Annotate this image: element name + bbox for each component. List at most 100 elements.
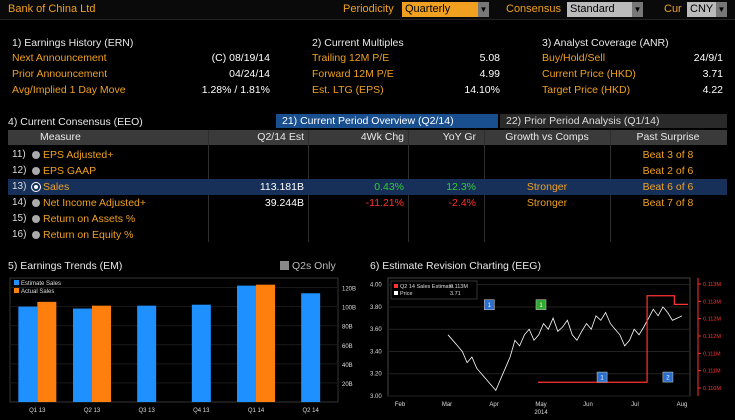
tab-prior-period[interactable]: 22) Prior Period Analysis (Q1/14) [500,114,727,128]
target-price-value: 4.22 [702,84,723,96]
col-growth[interactable]: Growth vs Comps [505,131,589,143]
radio-button[interactable] [32,167,40,175]
radio-button[interactable] [32,183,40,191]
est-ltg-label: Est. LTG (EPS) [312,84,384,96]
bar-estimate [301,293,321,402]
legend-estimate: Q2 14 Sales Estimate [400,284,453,290]
tab-current-period[interactable]: 21) Current Period Overview (Q2/14) [276,114,498,128]
event-marker [535,299,547,311]
periodicity-value: Quarterly [405,3,451,15]
trailing-pe-label: Trailing 12M P/E [312,52,390,64]
plot-area [9,277,339,403]
table-row[interactable]: 16) Return on Equity % [8,227,727,243]
measure-name: Sales [43,181,70,193]
bar-actual [92,305,111,402]
earnings-trends-title[interactable]: 5) Earnings Trends (EM) [8,260,123,272]
est-value: 113.181B [259,181,304,193]
table-row[interactable]: 13) Sales 113.181B 0.43% 12.3% Stronger Beat 6… [8,179,727,195]
surprise-value: Beat 3 of 8 [642,149,694,161]
radio-button[interactable] [32,215,40,223]
table-row[interactable]: 15) Return on Assets % [8,211,727,227]
radio-button[interactable] [32,199,40,207]
y-left-tick-label: 3.40 [370,349,382,355]
est-ltg-value: 14.10% [464,84,500,96]
current-multiples-title[interactable]: 2) Current Multiples [312,37,404,49]
event-marker [662,371,674,383]
consensus-label: Consensus [506,3,562,15]
measure-name: Net Income Adjusted+ [43,197,147,209]
chevron-down-icon[interactable]: ▼ [632,2,643,17]
col-surprise[interactable]: Past Surprise [636,131,700,143]
consensus-value: Standard [570,3,615,15]
x-tick-label: Q1 14 [248,408,265,414]
estimate-revision-chart: 3.00 3.20 3.40 3.60 3.80 4.00 0.110M 0.111M 0.11… [370,277,721,416]
legend-swatch-actual [14,288,19,293]
forward-pe-label: Forward 12M P/E [312,68,394,80]
currency-dropdown[interactable]: CNY ▼ [687,2,727,17]
table-row[interactable]: 14) Net Income Adjusted+ 39.244B -11.21% -2.… [8,195,727,211]
estimate-revision-title[interactable]: 6) Estimate Revision Charting (EEG) [370,260,541,272]
security-title: Bank of China Ltd [8,3,96,15]
event-marker [484,299,495,311]
periodicity-label: Periodicity [343,3,394,15]
bar-actual [256,284,275,402]
table-row[interactable]: 12) EPS GAAP Beat 2 of 6 [8,163,727,179]
current-price-value: 3.71 [702,68,723,80]
row-number: 11) [12,149,26,160]
next-announcement-value: (C) 08/19/14 [211,52,270,64]
chevron-down-icon[interactable]: ▼ [716,2,727,17]
analyst-coverage-title[interactable]: 3) Analyst Coverage (ANR) [542,37,669,49]
earnings-history-title[interactable]: 1) Earnings History (ERN) [12,37,134,49]
col-4wk[interactable]: 4Wk Chg [360,131,404,143]
x-tick-label: Apr [489,402,498,408]
y-right-tick-label: 0.111M [703,351,721,357]
yoy-value: -2.4% [448,197,476,209]
currency-value: CNY [690,3,714,15]
x-tick-label: Aug [677,402,688,408]
y-right-tick-label: 0.112M [703,334,721,340]
x-sub-label: 2014 [534,410,548,416]
y-tick-label: 80B [342,325,353,331]
y-left-tick-label: 3.80 [370,305,382,311]
bar-actual [37,301,57,402]
growth-value: Stronger [526,197,568,209]
periodicity-dropdown[interactable]: Quarterly ▼ [402,2,489,17]
event-marker [596,371,608,383]
legend-swatch-estimate [394,284,398,288]
price-line [447,306,683,392]
bar-estimate [18,306,38,402]
x-tick-label: Feb [395,402,406,408]
measure-name: EPS GAAP [43,165,97,177]
surprise-value: Beat 6 of 6 [642,181,694,193]
legend-price: Price [400,291,413,297]
col-measure[interactable]: Measure [40,131,81,143]
buy-hold-sell-label: Buy/Hold/Sell [542,52,606,64]
radio-button[interactable] [32,231,40,239]
next-announcement-label: Next Announcement [12,52,107,64]
current-consensus-title[interactable]: 4) Current Consensus (EEO) [8,116,143,128]
table-row[interactable]: 11) EPS Adjusted+ Beat 3 of 8 [8,147,727,163]
consensus-dropdown[interactable]: Standard ▼ [567,2,643,17]
col-est[interactable]: Q2/14 Est [257,131,304,143]
event-marker-label: 1 [600,376,604,382]
radio-button[interactable] [32,151,40,159]
currency-label: Cur [664,3,682,15]
chevron-down-icon[interactable]: ▼ [478,2,489,17]
col-yoy[interactable]: YoY Gr [442,131,476,143]
q2s-only-checkbox[interactable] [280,261,289,270]
x-tick-label: Q3 13 [138,408,155,414]
legend-estimate-value: 0.113M [450,284,468,290]
buy-hold-sell-value: 24/9/1 [693,52,723,64]
y-right-tick-label: 0.113M [703,282,721,288]
bar-estimate [237,285,256,402]
measure-name: Return on Assets % [43,213,136,225]
surprise-value: Beat 2 of 6 [642,165,694,177]
q2s-only-label: Q2s Only [292,260,336,272]
consensus-table-header: Measure Q2/14 Est 4Wk Chg YoY Gr Growth … [8,130,727,145]
event-marker-label: 1 [539,303,543,309]
bar-estimate [73,308,92,402]
prior-announcement-label: Prior Announcement [12,68,108,80]
x-tick-label: Mar [442,402,452,408]
est-value: 39.244B [264,197,304,209]
y-left-tick-label: 3.00 [370,394,382,400]
